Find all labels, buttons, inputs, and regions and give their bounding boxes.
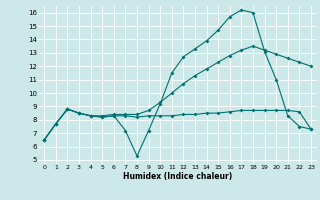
X-axis label: Humidex (Indice chaleur): Humidex (Indice chaleur) bbox=[123, 172, 232, 181]
